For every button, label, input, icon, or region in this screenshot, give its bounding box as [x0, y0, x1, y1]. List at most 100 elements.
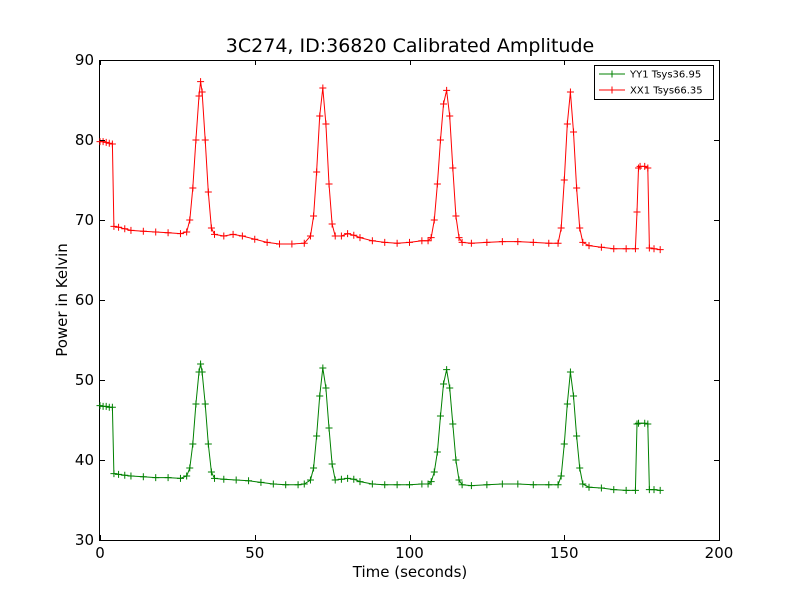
data-point	[452, 212, 460, 220]
data-point	[631, 486, 639, 494]
data-point	[356, 478, 364, 486]
data-point	[322, 384, 330, 392]
data-point	[557, 472, 565, 480]
data-point	[139, 227, 147, 235]
data-point	[121, 471, 129, 479]
x-tick-label: 200	[705, 544, 734, 562]
data-point	[183, 228, 191, 236]
data-point	[189, 184, 197, 192]
data-point	[211, 474, 219, 482]
data-point	[443, 366, 451, 374]
x-axis-label: Time (seconds)	[352, 563, 468, 581]
data-point	[467, 482, 475, 490]
data-point	[483, 481, 491, 489]
data-point	[529, 238, 537, 246]
data-point	[319, 84, 327, 92]
data-point	[566, 88, 574, 96]
data-point	[446, 112, 454, 120]
data-point	[455, 234, 463, 242]
data-point	[186, 464, 194, 472]
data-point	[251, 235, 259, 243]
data-point	[452, 456, 460, 464]
data-point	[300, 480, 308, 488]
data-point	[211, 230, 219, 238]
data-point	[554, 481, 562, 489]
data-point	[393, 481, 401, 489]
data-point	[108, 403, 116, 411]
data-point	[257, 478, 265, 486]
data-point	[198, 88, 206, 96]
data-point	[563, 120, 571, 128]
data-point	[656, 486, 664, 494]
data-point	[418, 480, 426, 488]
y-tick-label: 80	[75, 131, 94, 149]
data-point	[310, 464, 318, 472]
data-point	[176, 230, 184, 238]
data-point	[554, 239, 562, 247]
data-point	[641, 162, 649, 170]
data-point	[622, 486, 630, 494]
data-point	[635, 164, 643, 172]
data-point	[269, 480, 277, 488]
data-point	[641, 419, 649, 427]
data-point	[573, 432, 581, 440]
data-point	[115, 470, 123, 478]
data-point	[393, 239, 401, 247]
data-point	[197, 78, 205, 86]
data-point	[310, 212, 318, 220]
data-point	[356, 234, 364, 242]
data-point	[633, 208, 641, 216]
data-point	[121, 225, 129, 233]
data-point	[300, 239, 308, 247]
data-point	[96, 402, 104, 410]
data-point	[381, 238, 389, 246]
data-point	[288, 240, 296, 248]
legend-swatch-marker	[608, 70, 616, 78]
data-point	[337, 232, 345, 240]
series-2	[96, 78, 664, 254]
data-point	[232, 476, 240, 484]
data-point	[449, 420, 457, 428]
data-point	[440, 100, 448, 108]
data-point	[316, 112, 324, 120]
data-point	[127, 226, 135, 234]
data-point	[294, 481, 302, 489]
data-point	[427, 234, 435, 242]
data-point	[427, 478, 435, 486]
data-point	[322, 120, 330, 128]
data-point	[186, 216, 194, 224]
data-point	[656, 246, 664, 254]
data-point	[325, 424, 333, 432]
data-point	[498, 238, 506, 246]
data-point	[108, 140, 116, 148]
data-point	[381, 481, 389, 489]
data-point	[276, 240, 284, 248]
data-point	[195, 92, 203, 100]
data-point	[579, 238, 587, 246]
data-point	[313, 168, 321, 176]
data-point	[458, 481, 466, 489]
data-point	[139, 473, 147, 481]
data-point	[443, 86, 451, 94]
data-point	[433, 180, 441, 188]
data-point	[201, 400, 209, 408]
data-point	[597, 243, 605, 251]
data-point	[115, 223, 123, 231]
data-point	[238, 232, 246, 240]
data-point	[529, 481, 537, 489]
data-point	[579, 480, 587, 488]
data-point	[189, 440, 197, 448]
data-point	[192, 400, 200, 408]
y-tick-label: 70	[75, 211, 94, 229]
y-tick-label: 40	[75, 451, 94, 469]
data-point	[610, 245, 618, 253]
data-point	[570, 128, 578, 136]
data-point	[164, 474, 172, 482]
data-point	[204, 440, 212, 448]
data-point	[368, 480, 376, 488]
data-point	[207, 468, 215, 476]
data-point	[514, 480, 522, 488]
data-point	[220, 232, 228, 240]
data-point	[576, 224, 584, 232]
